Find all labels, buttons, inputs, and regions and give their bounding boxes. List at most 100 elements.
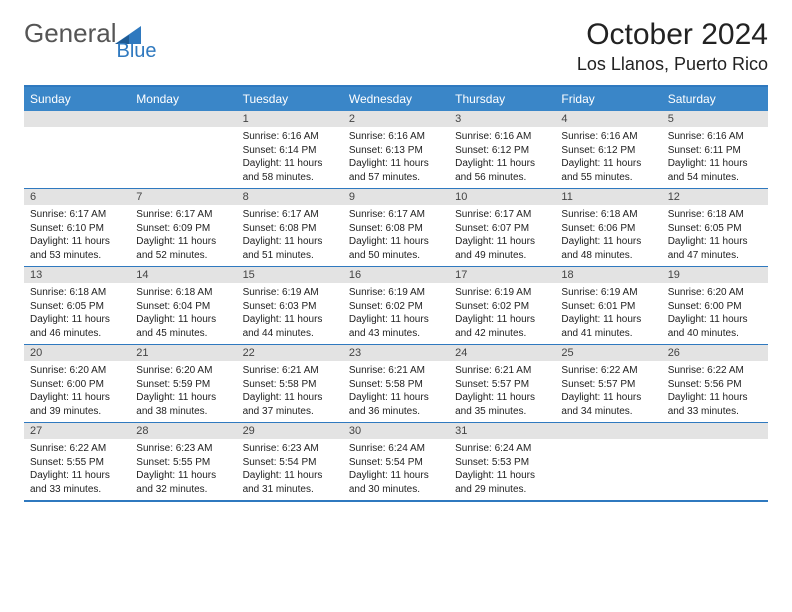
day-number: 8 <box>237 189 343 205</box>
day-number: 28 <box>130 423 236 439</box>
day-details: Sunrise: 6:18 AMSunset: 6:05 PMDaylight:… <box>24 283 130 344</box>
day-details: Sunrise: 6:18 AMSunset: 6:04 PMDaylight:… <box>130 283 236 344</box>
calendar-page: General Blue October 2024 Los Llanos, Pu… <box>0 0 792 520</box>
day-header-cell: Tuesday <box>237 87 343 111</box>
day-details: Sunrise: 6:19 AMSunset: 6:01 PMDaylight:… <box>555 283 661 344</box>
day-cell: 25Sunrise: 6:22 AMSunset: 5:57 PMDayligh… <box>555 345 661 422</box>
day-details <box>555 439 661 487</box>
day-number: 6 <box>24 189 130 205</box>
day-number <box>130 111 236 127</box>
day-details: Sunrise: 6:17 AMSunset: 6:08 PMDaylight:… <box>237 205 343 266</box>
day-number: 25 <box>555 345 661 361</box>
day-details: Sunrise: 6:22 AMSunset: 5:56 PMDaylight:… <box>662 361 768 422</box>
day-cell: 27Sunrise: 6:22 AMSunset: 5:55 PMDayligh… <box>24 423 130 500</box>
day-cell: 18Sunrise: 6:19 AMSunset: 6:01 PMDayligh… <box>555 267 661 344</box>
day-cell: 30Sunrise: 6:24 AMSunset: 5:54 PMDayligh… <box>343 423 449 500</box>
day-cell: 1Sunrise: 6:16 AMSunset: 6:14 PMDaylight… <box>237 111 343 188</box>
day-number: 29 <box>237 423 343 439</box>
day-cell: 4Sunrise: 6:16 AMSunset: 6:12 PMDaylight… <box>555 111 661 188</box>
day-number: 1 <box>237 111 343 127</box>
week-row: 20Sunrise: 6:20 AMSunset: 6:00 PMDayligh… <box>24 344 768 422</box>
day-cell <box>24 111 130 188</box>
day-cell: 8Sunrise: 6:17 AMSunset: 6:08 PMDaylight… <box>237 189 343 266</box>
day-details: Sunrise: 6:16 AMSunset: 6:14 PMDaylight:… <box>237 127 343 188</box>
day-cell <box>130 111 236 188</box>
day-details: Sunrise: 6:19 AMSunset: 6:02 PMDaylight:… <box>449 283 555 344</box>
day-cell: 16Sunrise: 6:19 AMSunset: 6:02 PMDayligh… <box>343 267 449 344</box>
day-details: Sunrise: 6:19 AMSunset: 6:02 PMDaylight:… <box>343 283 449 344</box>
day-header-cell: Saturday <box>662 87 768 111</box>
day-number: 9 <box>343 189 449 205</box>
day-details: Sunrise: 6:21 AMSunset: 5:58 PMDaylight:… <box>343 361 449 422</box>
day-cell: 20Sunrise: 6:20 AMSunset: 6:00 PMDayligh… <box>24 345 130 422</box>
day-details: Sunrise: 6:22 AMSunset: 5:55 PMDaylight:… <box>24 439 130 500</box>
day-details: Sunrise: 6:20 AMSunset: 5:59 PMDaylight:… <box>130 361 236 422</box>
day-header-cell: Monday <box>130 87 236 111</box>
title-block: October 2024 Los Llanos, Puerto Rico <box>577 18 768 75</box>
day-number: 3 <box>449 111 555 127</box>
day-header-cell: Thursday <box>449 87 555 111</box>
day-cell: 6Sunrise: 6:17 AMSunset: 6:10 PMDaylight… <box>24 189 130 266</box>
week-row: 1Sunrise: 6:16 AMSunset: 6:14 PMDaylight… <box>24 111 768 188</box>
day-number: 24 <box>449 345 555 361</box>
calendar-grid: SundayMondayTuesdayWednesdayThursdayFrid… <box>24 85 768 502</box>
day-details: Sunrise: 6:16 AMSunset: 6:11 PMDaylight:… <box>662 127 768 188</box>
day-details <box>130 127 236 175</box>
day-cell: 14Sunrise: 6:18 AMSunset: 6:04 PMDayligh… <box>130 267 236 344</box>
day-details: Sunrise: 6:19 AMSunset: 6:03 PMDaylight:… <box>237 283 343 344</box>
day-details: Sunrise: 6:17 AMSunset: 6:09 PMDaylight:… <box>130 205 236 266</box>
day-details: Sunrise: 6:18 AMSunset: 6:06 PMDaylight:… <box>555 205 661 266</box>
day-cell: 26Sunrise: 6:22 AMSunset: 5:56 PMDayligh… <box>662 345 768 422</box>
day-cell: 28Sunrise: 6:23 AMSunset: 5:55 PMDayligh… <box>130 423 236 500</box>
day-details: Sunrise: 6:20 AMSunset: 6:00 PMDaylight:… <box>662 283 768 344</box>
day-cell: 15Sunrise: 6:19 AMSunset: 6:03 PMDayligh… <box>237 267 343 344</box>
day-number: 27 <box>24 423 130 439</box>
day-number: 26 <box>662 345 768 361</box>
day-number: 12 <box>662 189 768 205</box>
day-number: 7 <box>130 189 236 205</box>
day-details: Sunrise: 6:16 AMSunset: 6:13 PMDaylight:… <box>343 127 449 188</box>
logo-text-b: Blue <box>117 40 157 63</box>
day-details: Sunrise: 6:16 AMSunset: 6:12 PMDaylight:… <box>449 127 555 188</box>
day-number: 15 <box>237 267 343 283</box>
day-cell: 23Sunrise: 6:21 AMSunset: 5:58 PMDayligh… <box>343 345 449 422</box>
day-details: Sunrise: 6:17 AMSunset: 6:08 PMDaylight:… <box>343 205 449 266</box>
day-details: Sunrise: 6:16 AMSunset: 6:12 PMDaylight:… <box>555 127 661 188</box>
month-title: October 2024 <box>577 18 768 52</box>
day-cell: 7Sunrise: 6:17 AMSunset: 6:09 PMDaylight… <box>130 189 236 266</box>
day-number: 20 <box>24 345 130 361</box>
day-details: Sunrise: 6:20 AMSunset: 6:00 PMDaylight:… <box>24 361 130 422</box>
day-number: 18 <box>555 267 661 283</box>
day-details: Sunrise: 6:21 AMSunset: 5:57 PMDaylight:… <box>449 361 555 422</box>
day-cell: 17Sunrise: 6:19 AMSunset: 6:02 PMDayligh… <box>449 267 555 344</box>
logo-text-a: General <box>24 18 117 49</box>
day-number: 16 <box>343 267 449 283</box>
day-cell: 19Sunrise: 6:20 AMSunset: 6:00 PMDayligh… <box>662 267 768 344</box>
day-header-row: SundayMondayTuesdayWednesdayThursdayFrid… <box>24 87 768 111</box>
day-details <box>662 439 768 487</box>
day-number: 4 <box>555 111 661 127</box>
day-number: 31 <box>449 423 555 439</box>
day-cell: 31Sunrise: 6:24 AMSunset: 5:53 PMDayligh… <box>449 423 555 500</box>
day-cell: 9Sunrise: 6:17 AMSunset: 6:08 PMDaylight… <box>343 189 449 266</box>
day-cell: 22Sunrise: 6:21 AMSunset: 5:58 PMDayligh… <box>237 345 343 422</box>
day-number: 5 <box>662 111 768 127</box>
day-cell: 3Sunrise: 6:16 AMSunset: 6:12 PMDaylight… <box>449 111 555 188</box>
day-number: 21 <box>130 345 236 361</box>
location: Los Llanos, Puerto Rico <box>577 54 768 75</box>
day-details: Sunrise: 6:23 AMSunset: 5:54 PMDaylight:… <box>237 439 343 500</box>
day-number: 13 <box>24 267 130 283</box>
day-details: Sunrise: 6:21 AMSunset: 5:58 PMDaylight:… <box>237 361 343 422</box>
day-header-cell: Friday <box>555 87 661 111</box>
day-number <box>662 423 768 439</box>
day-cell: 12Sunrise: 6:18 AMSunset: 6:05 PMDayligh… <box>662 189 768 266</box>
day-details <box>24 127 130 175</box>
day-number: 23 <box>343 345 449 361</box>
day-cell: 11Sunrise: 6:18 AMSunset: 6:06 PMDayligh… <box>555 189 661 266</box>
day-number: 30 <box>343 423 449 439</box>
day-details: Sunrise: 6:24 AMSunset: 5:53 PMDaylight:… <box>449 439 555 500</box>
day-details: Sunrise: 6:18 AMSunset: 6:05 PMDaylight:… <box>662 205 768 266</box>
day-details: Sunrise: 6:24 AMSunset: 5:54 PMDaylight:… <box>343 439 449 500</box>
week-row: 6Sunrise: 6:17 AMSunset: 6:10 PMDaylight… <box>24 188 768 266</box>
day-cell: 24Sunrise: 6:21 AMSunset: 5:57 PMDayligh… <box>449 345 555 422</box>
